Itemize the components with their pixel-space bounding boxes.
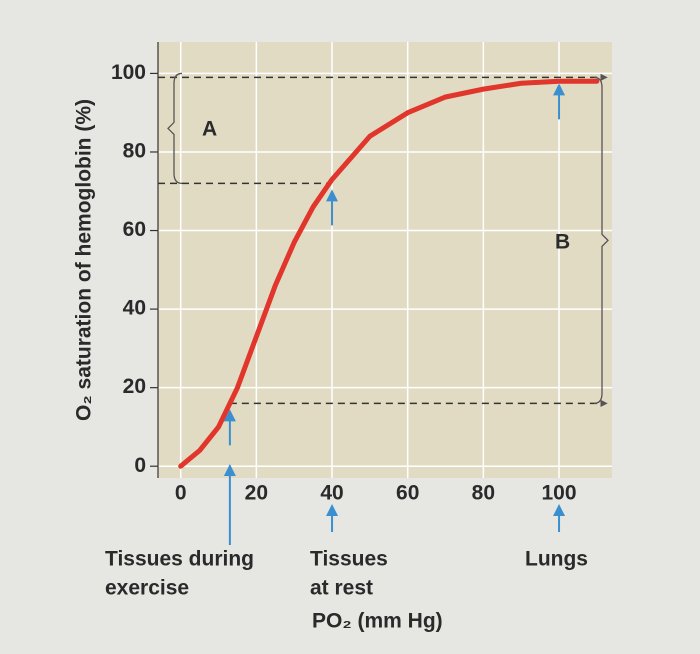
marker-label: Lungs [525,548,588,571]
y-tick-label: 0 [134,454,146,477]
x-tick-label: 60 [396,482,419,505]
x-tick-label: 80 [472,482,495,505]
y-tick-label: 80 [123,140,146,163]
marker-label: at rest [310,577,373,600]
x-tick-label: 100 [542,482,577,505]
y-axis-title: O₂ saturation of hemoglobin (%) [73,99,96,421]
x-axis-title: PO₂ (mm Hg) [312,610,443,633]
marker-label: Tissues during [105,548,254,571]
marker-label: exercise [105,577,189,600]
y-tick-label: 60 [123,218,146,241]
bracket [593,76,609,405]
y-tick-label: 40 [123,297,146,320]
x-tick-label: 0 [175,482,187,505]
curve [178,78,600,469]
bracket [167,72,183,185]
y-tick-label: 100 [111,61,146,84]
x-tick-label: 20 [245,482,268,505]
bracket-label: B [555,231,570,254]
marker-label: Tissues [310,548,388,571]
plot-area [158,42,612,478]
y-tick-label: 20 [123,375,146,398]
x-tick-label: 40 [320,482,343,505]
bracket-label: A [202,118,217,141]
